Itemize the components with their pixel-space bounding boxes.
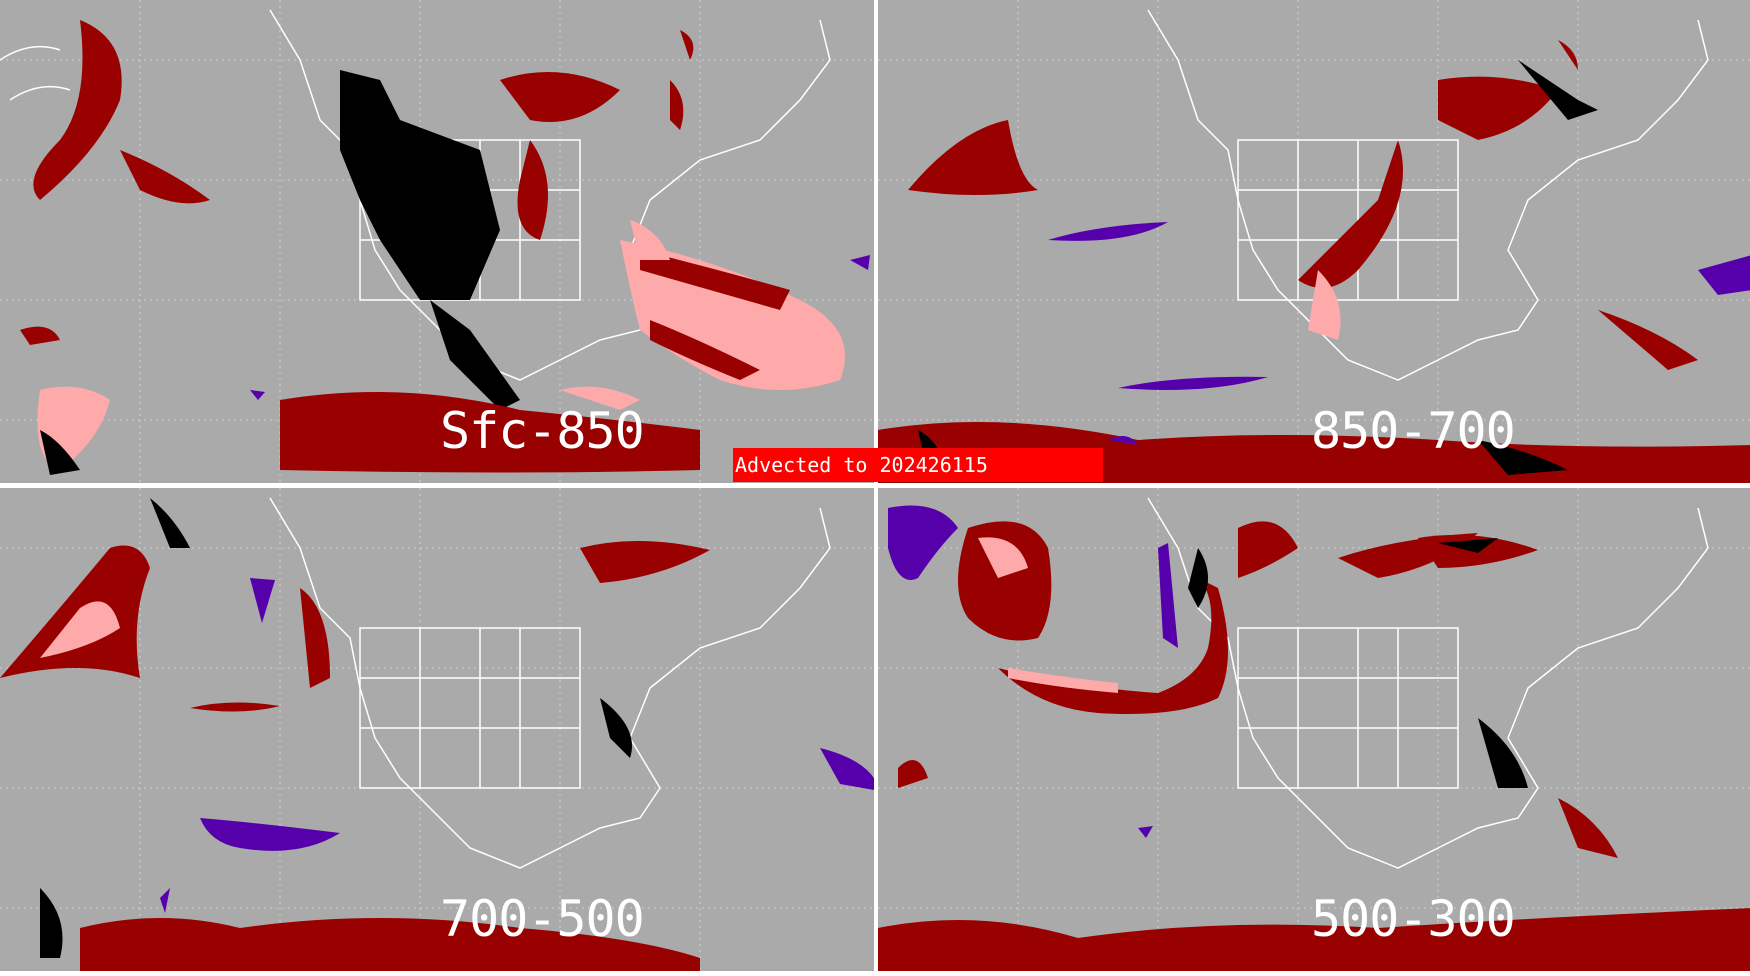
panel-label-sfc-850: Sfc-850 bbox=[440, 402, 645, 460]
map-500-300 bbox=[878, 488, 1750, 971]
panel-700-500: 700-500 bbox=[0, 488, 874, 971]
coastline-outline bbox=[1147, 497, 1709, 869]
map-sfc-850 bbox=[0, 0, 874, 483]
panel-sfc-850: Sfc-850 bbox=[0, 0, 874, 483]
cloud-layer-patches bbox=[878, 505, 1750, 971]
coastline-outline bbox=[269, 497, 831, 869]
panel-850-700: 850-700 bbox=[878, 0, 1750, 483]
panel-label-850-700: 850-700 bbox=[1311, 402, 1516, 460]
advected-banner: Advected to 202426115 bbox=[733, 448, 1103, 482]
panel-label-700-500: 700-500 bbox=[440, 890, 645, 948]
panel-label-500-300: 500-300 bbox=[1311, 890, 1516, 948]
cloud-layer-patches bbox=[0, 498, 874, 971]
lat-lon-grid bbox=[0, 488, 874, 971]
panel-500-300: 500-300 bbox=[878, 488, 1750, 971]
map-700-500 bbox=[0, 488, 874, 971]
cloud-layer-patches bbox=[20, 20, 870, 475]
